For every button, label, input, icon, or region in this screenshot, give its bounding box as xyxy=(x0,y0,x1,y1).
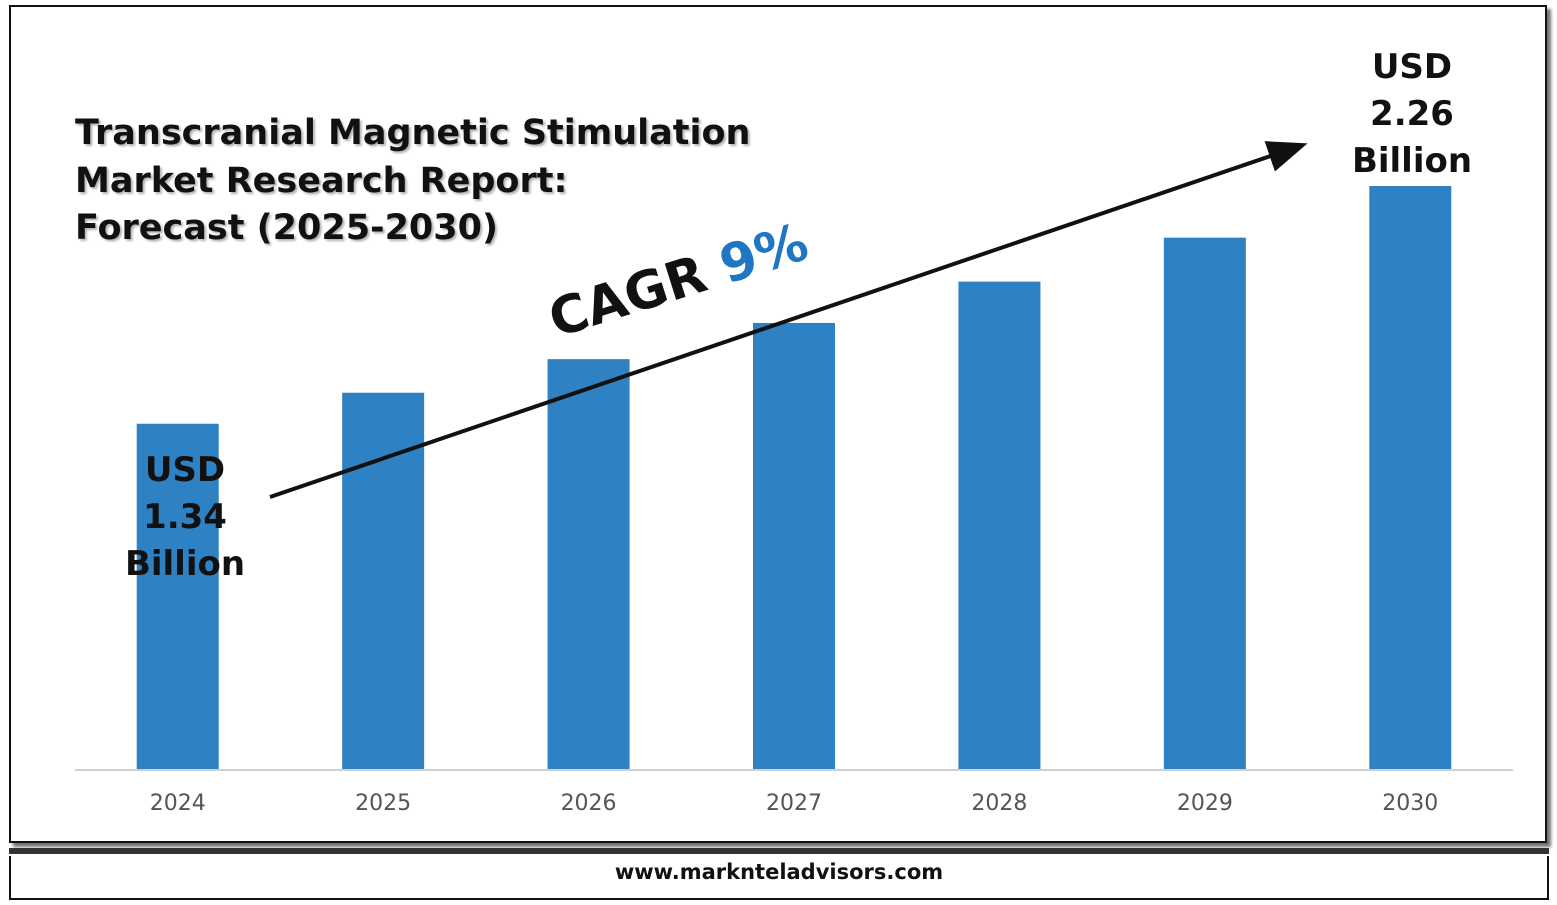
bar-2026 xyxy=(547,359,630,770)
x-tick-2030: 2030 xyxy=(1382,791,1438,816)
footer-website: www.marknteladvisors.com xyxy=(614,860,944,884)
trend-arrow xyxy=(269,141,1308,499)
chart-title: Transcranial Magnetic Stimulation Market… xyxy=(75,110,750,253)
x-tick-2024: 2024 xyxy=(150,791,206,816)
footer: www.marknteladvisors.com xyxy=(9,856,1549,900)
x-tick-2025: 2025 xyxy=(355,791,411,816)
bar-2030 xyxy=(1369,186,1452,770)
end-value-number: 2.26 xyxy=(1370,94,1454,134)
start-value-number: 1.34 xyxy=(143,497,227,537)
x-tick-2029: 2029 xyxy=(1177,791,1233,816)
bar-2025 xyxy=(342,392,425,770)
bar-2024 xyxy=(136,423,219,770)
end-value-currency: USD xyxy=(1371,47,1453,87)
start-value-label: USD 1.34 Billion xyxy=(85,447,285,588)
bar-2029 xyxy=(1163,237,1246,771)
x-tick-2028: 2028 xyxy=(971,791,1027,816)
end-value-unit: Billion xyxy=(1351,141,1473,181)
x-tick-labels: 2024 2025 2026 2027 2028 2029 2030 xyxy=(150,791,1439,816)
title-line-3: Forecast (2025-2030) xyxy=(75,208,498,249)
bar-2027 xyxy=(753,322,835,770)
bar-2028 xyxy=(958,281,1041,770)
x-tick-2027: 2027 xyxy=(766,791,822,816)
start-value-currency: USD xyxy=(144,450,226,490)
title-line-1: Transcranial Magnetic Stimulation xyxy=(75,113,751,153)
start-value-unit: Billion xyxy=(124,544,246,584)
footer-divider xyxy=(9,848,1549,854)
bars-group xyxy=(136,186,1452,771)
title-line-2: Market Research Report: xyxy=(75,160,568,201)
x-tick-2026: 2026 xyxy=(561,791,617,816)
end-value-label: USD 2.26 Billion xyxy=(1312,44,1512,185)
